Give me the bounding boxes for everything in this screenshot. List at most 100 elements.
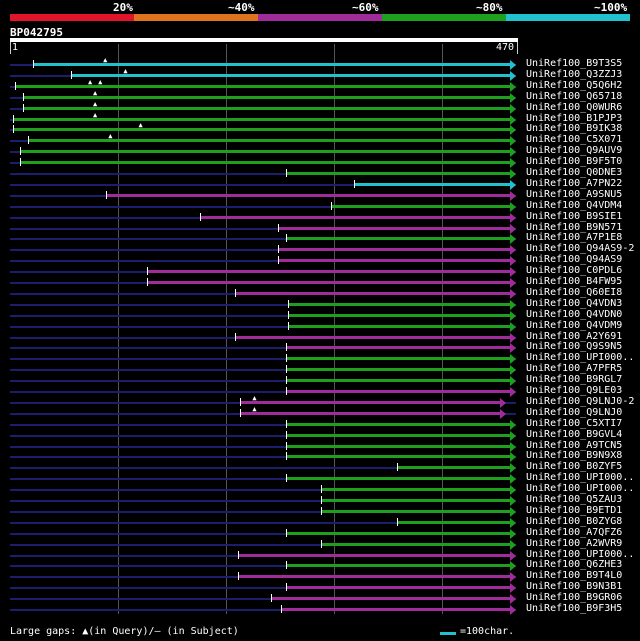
hit-row[interactable]: UniRef100_Q9S9N5	[0, 341, 640, 354]
hit-row[interactable]: UniRef100_A9TCN5	[0, 439, 640, 453]
aligned-segment[interactable]	[27, 139, 510, 143]
hit-row[interactable]: UniRef100_Q4VDN0	[0, 308, 640, 322]
hit-row[interactable]: UniRef100_A7P1E8	[0, 232, 640, 245]
hit-row[interactable]: UniRef100_B9GR06	[0, 592, 640, 605]
aligned-segment[interactable]	[146, 270, 510, 274]
hit-name-link[interactable]: UniRef100_A9TCN5	[526, 439, 623, 451]
hit-name-link[interactable]: UniRef100_Q60EI8	[526, 286, 623, 298]
aligned-segment[interactable]	[285, 477, 510, 481]
hit-row[interactable]: UniRef100_A7PN22	[0, 177, 640, 191]
aligned-segment[interactable]	[285, 586, 510, 590]
hit-name-link[interactable]: UniRef100_A2Y691	[526, 330, 623, 342]
hit-row[interactable]: UniRef100_Q4VDM9	[0, 319, 640, 333]
hit-name-link[interactable]: UniRef100_B9GR06	[526, 592, 623, 604]
hit-row[interactable]: ▲ UniRef100_C5X071	[0, 132, 640, 147]
hit-name-link[interactable]: UniRef100_B9RGL7	[526, 374, 623, 386]
aligned-segment[interactable]	[331, 204, 510, 208]
hit-row[interactable]: UniRef100_Q4VDN3	[0, 297, 640, 311]
aligned-segment[interactable]	[20, 150, 510, 154]
hit-name-link[interactable]: UniRef100_B9F5T0	[526, 156, 623, 168]
hit-row[interactable]: UniRef100_Q94AS9-2	[0, 243, 640, 256]
hit-row[interactable]: UniRef100_Q0DNE3	[0, 167, 640, 180]
aligned-segment[interactable]	[321, 509, 510, 513]
hit-row[interactable]: ▲ UniRef100_B1PJP3	[0, 111, 640, 126]
aligned-segment[interactable]	[70, 73, 510, 77]
aligned-segment[interactable]	[237, 553, 510, 557]
hit-name-link[interactable]: UniRef100_B9N571	[526, 221, 623, 233]
hit-name-link[interactable]: UniRef100_Q4VDN0	[526, 308, 623, 320]
aligned-segment[interactable]	[397, 466, 510, 470]
hit-name-link[interactable]: UniRef100_Q4VDM4	[526, 199, 623, 211]
hit-name-link[interactable]: UniRef100_B4FW95	[526, 276, 623, 287]
hit-name-link[interactable]: UniRef100_Q4VDN3	[526, 297, 623, 309]
hit-row[interactable]: UniRef100_B4FW95	[0, 276, 640, 289]
aligned-segment[interactable]	[32, 63, 510, 66]
aligned-segment[interactable]	[237, 575, 510, 579]
hit-name-link[interactable]: UniRef100_B9GVL4	[526, 428, 623, 440]
aligned-segment[interactable]	[12, 117, 510, 121]
aligned-segment[interactable]	[285, 172, 510, 175]
hit-name-link[interactable]: UniRef100_B9N3B1	[526, 581, 623, 593]
hit-name-link[interactable]: UniRef100_B9SIE1	[526, 210, 623, 222]
aligned-segment[interactable]	[22, 106, 510, 110]
aligned-segment[interactable]	[270, 597, 510, 601]
hit-row[interactable]: ▲ UniRef100_B9IK38	[0, 121, 640, 136]
hit-row[interactable]: UniRef100_UPI000..	[0, 352, 640, 365]
aligned-segment[interactable]	[321, 488, 510, 492]
hit-name-link[interactable]: UniRef100_Q3ZZJ3	[526, 68, 623, 80]
hit-name-link[interactable]: UniRef100_Q4VDM9	[526, 319, 623, 331]
hit-row[interactable]: ▲ UniRef100_Q9LNJ0-2	[0, 394, 640, 409]
hit-name-link[interactable]: UniRef100_Q6ZHE3	[526, 559, 623, 571]
hit-name-link[interactable]: UniRef100_C5X071	[526, 134, 623, 146]
hit-name-link[interactable]: UniRef100_Q0WUR6	[526, 101, 623, 113]
aligned-segment[interactable]	[278, 226, 510, 230]
hit-row[interactable]: UniRef100_A9SNU5	[0, 189, 640, 202]
hit-name-link[interactable]: UniRef100_Q9LE03	[526, 385, 623, 396]
aligned-segment[interactable]	[285, 368, 510, 372]
hit-name-link[interactable]: UniRef100_Q5Q6H2	[526, 79, 623, 91]
hit-row[interactable]: UniRef100_B9T4L0	[0, 570, 640, 583]
hit-row[interactable]: ▲ UniRef100_Q0WUR6	[0, 100, 640, 115]
hit-name-link[interactable]: UniRef100_Q9LNJ0	[526, 406, 623, 418]
aligned-segment[interactable]	[285, 444, 510, 448]
aligned-segment[interactable]	[235, 335, 510, 339]
hit-row[interactable]: UniRef100_A2Y691	[0, 330, 640, 344]
hit-row[interactable]: UniRef100_UPI000..	[0, 483, 640, 496]
hit-name-link[interactable]: UniRef100_B9T3S5	[526, 58, 623, 69]
hit-name-link[interactable]: UniRef100_B0ZYG8	[526, 515, 623, 527]
aligned-segment[interactable]	[12, 128, 510, 132]
aligned-segment[interactable]	[20, 161, 510, 165]
hit-name-link[interactable]: UniRef100_B9T4L0	[526, 570, 623, 582]
hit-name-link[interactable]: UniRef100_A7PFR5	[526, 363, 623, 375]
hit-row[interactable]: UniRef100_B9F5T0	[0, 156, 640, 169]
aligned-segment[interactable]	[354, 182, 510, 186]
hit-name-link[interactable]: UniRef100_UPI000..	[526, 472, 635, 484]
hit-row[interactable]: UniRef100_A2WVR9	[0, 538, 640, 551]
hit-name-link[interactable]: UniRef100_Q94AS9-2	[526, 243, 635, 255]
hit-name-link[interactable]: UniRef100_C5XTI7	[526, 417, 623, 429]
hit-row[interactable]: UniRef100_C5XTI7	[0, 417, 640, 431]
hit-name-link[interactable]: UniRef100_Q5ZAU3	[526, 494, 623, 505]
aligned-segment[interactable]	[240, 411, 500, 415]
hit-name-link[interactable]: UniRef100_B9N9X8	[526, 450, 623, 462]
hit-row[interactable]: UniRef100_B9RGL7	[0, 374, 640, 387]
hit-row[interactable]: UniRef100_Q9LE03	[0, 385, 640, 398]
aligned-segment[interactable]	[235, 291, 510, 295]
hit-row[interactable]: UniRef100_Q60EI8	[0, 286, 640, 300]
hit-name-link[interactable]: UniRef100_A7PN22	[526, 177, 623, 189]
hit-row[interactable]: UniRef100_UPI000..	[0, 549, 640, 562]
aligned-segment[interactable]	[106, 193, 510, 197]
aligned-segment[interactable]	[397, 520, 510, 524]
aligned-segment[interactable]	[285, 455, 510, 459]
hit-name-link[interactable]: UniRef100_B9ETD1	[526, 504, 623, 516]
hit-row[interactable]: UniRef100_Q6ZHE3	[0, 559, 640, 572]
hit-name-link[interactable]: UniRef100_Q9S9N5	[526, 341, 623, 353]
aligned-segment[interactable]	[288, 302, 510, 306]
hit-name-link[interactable]: UniRef100_Q0DNE3	[526, 167, 623, 178]
hit-row[interactable]: UniRef100_B9N3B1	[0, 581, 640, 594]
hit-name-link[interactable]: UniRef100_B1PJP3	[526, 112, 623, 124]
hit-row[interactable]: ▲ UniRef100_Q9LNJ0	[0, 405, 640, 420]
hit-name-link[interactable]: UniRef100_Q65718	[526, 90, 623, 102]
aligned-segment[interactable]	[22, 95, 510, 99]
aligned-segment[interactable]	[280, 608, 510, 611]
